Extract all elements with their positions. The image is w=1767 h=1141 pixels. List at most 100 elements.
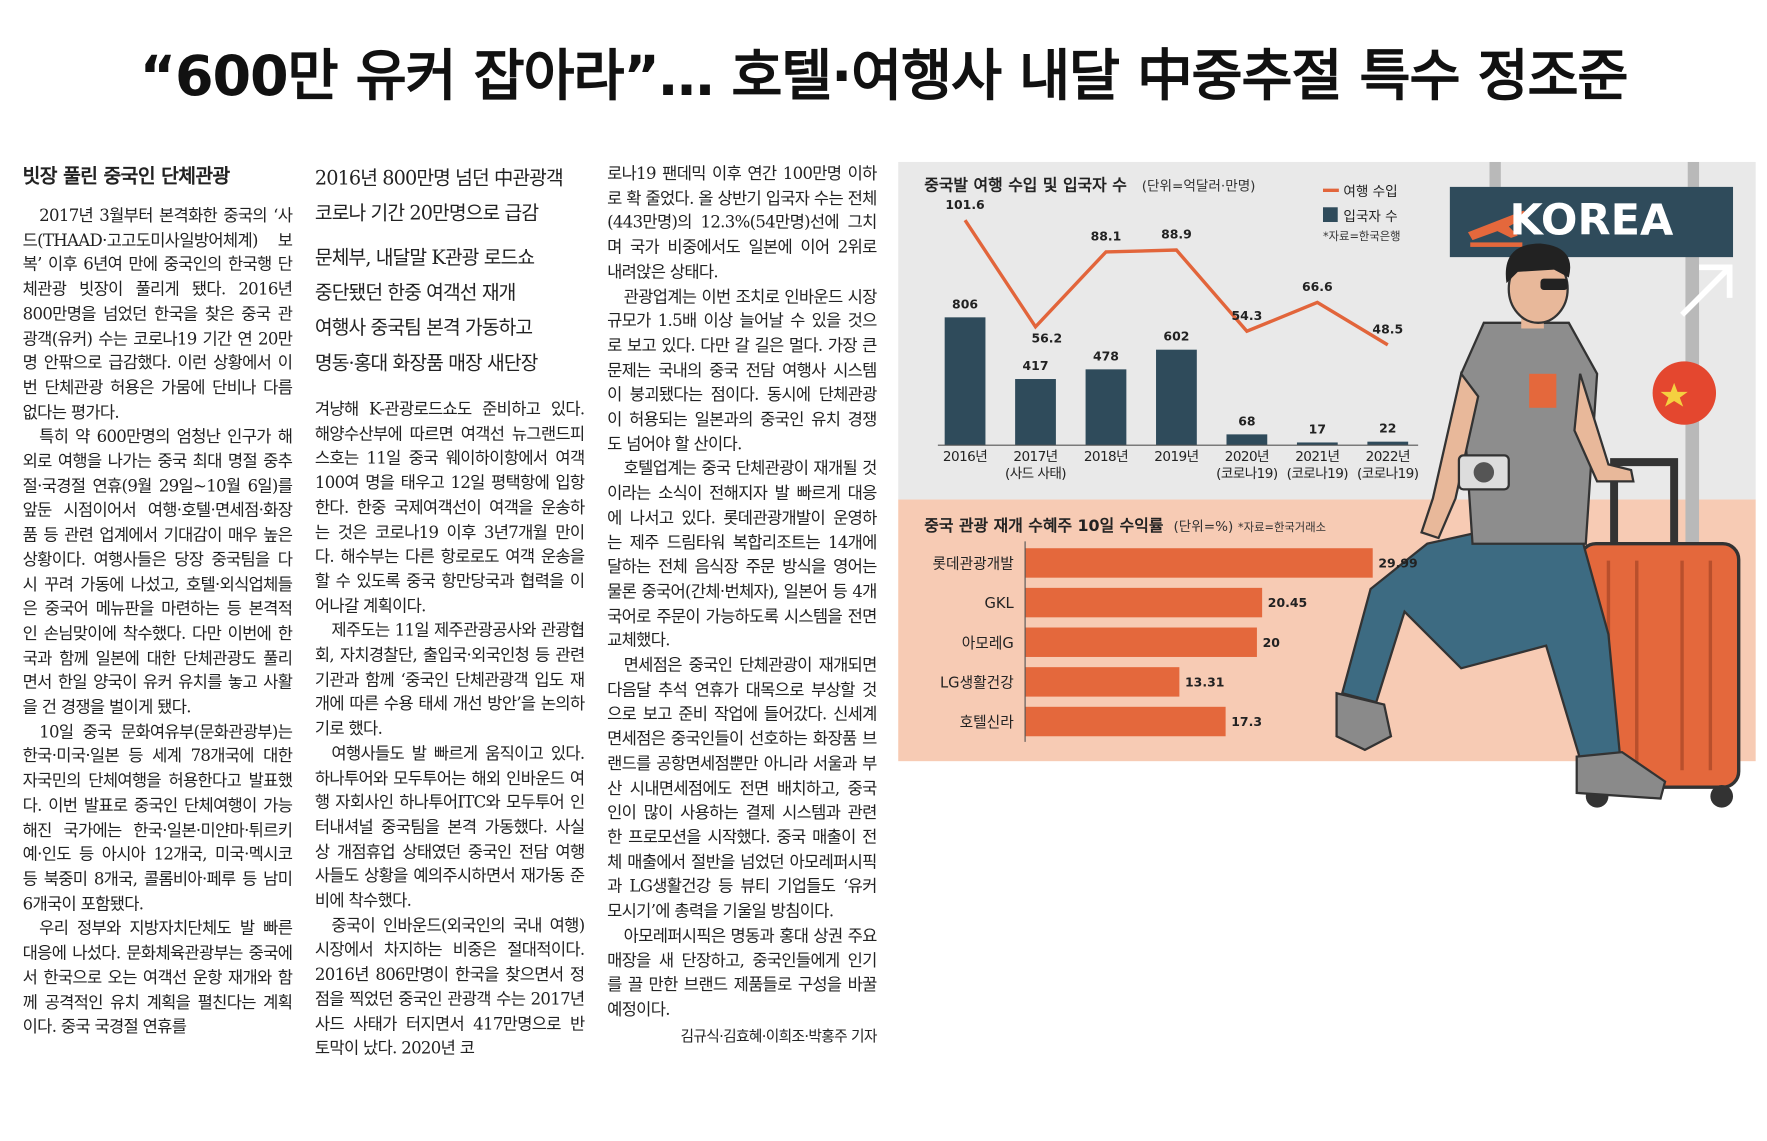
- paragraph: 우리 정부와 지방자치단체도 발 빠른 대응에 나섰다. 문화체육관광부는 중국…: [22, 919, 293, 1037]
- deck-line: 중단됐던 한중 여객선 재개: [314, 282, 516, 305]
- line: [963, 219, 1389, 347]
- paragraph: 중국이 인바운드(외국인의 국내 여행) 시장에서 차지하는 비중은 절대적이다…: [314, 916, 585, 1059]
- bar: [1367, 441, 1409, 446]
- data-label: 29.99: [1378, 555, 1417, 570]
- paragraph: 로나19 팬데믹 이후 연간 100만명 이하로 확 줄었다. 올 상반기 입국…: [607, 164, 877, 282]
- deck-line: 명동·홍대 화장품 매장 새단장: [314, 352, 538, 375]
- data-label: 17: [1309, 421, 1326, 436]
- bar: [1296, 442, 1338, 446]
- arm: [1420, 371, 1480, 540]
- bar: [1025, 627, 1257, 657]
- paragraph: 호텔업계는 중국 단체관광이 재개될 것이라는 소식이 전해지자 발 빠르게 대…: [607, 459, 877, 651]
- data-label: 54.3: [1232, 308, 1263, 323]
- bar: [1025, 706, 1226, 737]
- sign-pole: [1489, 161, 1501, 187]
- sign-pole: [1687, 161, 1700, 187]
- y-tick-label: 호텔신라: [960, 714, 1015, 731]
- data-label: 48.5: [1372, 322, 1403, 337]
- data-label: 17.3: [1231, 714, 1262, 729]
- paragraph: 겨냥해 K-관광로드쇼도 준비하고 있다. 해양수산부에 따르면 여객선 뉴그랜…: [314, 399, 585, 616]
- paragraph: 아모레퍼시픽은 명동과 홍대 상권 주요 매장을 새 단장하고, 중국인들에게 …: [607, 926, 877, 1020]
- sunglasses: [1540, 278, 1568, 290]
- data-label: 22: [1379, 421, 1396, 436]
- data-label: 101.6: [945, 197, 984, 212]
- pocket: [1529, 373, 1557, 408]
- subhead: 빗장 풀린 중국인 단체관광: [22, 165, 231, 189]
- arrow: [1680, 264, 1733, 317]
- y-tick-label: GKL: [985, 595, 1015, 612]
- chart-source: *자료=한국거래소: [1238, 520, 1326, 534]
- deck-line: 여행사 중국팀 본격 가동하고: [314, 317, 533, 340]
- data-label: 56.2: [1031, 331, 1062, 346]
- sign-text: KOREA: [1510, 196, 1675, 246]
- x-tick-label: 2020년 (코로나19): [1216, 448, 1278, 482]
- paragraph: 면세점은 중국인 단체관광이 재개되면 다음달 추석 연휴가 대목으로 부상할 …: [607, 655, 877, 921]
- data-label: 20: [1263, 635, 1281, 650]
- y-tick-label: 아모레G: [962, 635, 1014, 652]
- data-label: 806: [952, 296, 978, 311]
- x-tick-label: 2017년 (사드 사태): [1005, 448, 1067, 482]
- plane-icon: [1467, 210, 1530, 241]
- data-label: 417: [1023, 358, 1049, 373]
- bar: [1226, 434, 1268, 446]
- chart-unit: (단위=억달러·만명): [1142, 178, 1256, 194]
- x-tick-label: 2019년: [1154, 448, 1199, 465]
- paragraph: 특히 약 600만명의 엄청난 인구가 해외로 여행을 나가는 중국 최대 명절…: [22, 427, 293, 718]
- flag-star: [1660, 382, 1688, 407]
- legend-label: 입국자 수: [1343, 209, 1397, 225]
- column: 빗장 풀린 중국인 단체관광 2017년 3월부터 본격화한 중국의 ‘사드(TH…: [23, 159, 293, 1040]
- shoe: [1335, 691, 1393, 752]
- data-label: 602: [1163, 329, 1189, 344]
- deck-line: 문체부, 내달말 K관광 로드쇼: [314, 246, 535, 270]
- jeans: [1340, 531, 1621, 761]
- paragraph: 관광업계는 이번 조치로 인바운드 시장 규모가 1.5배 이상 늘어날 수 있…: [607, 287, 877, 454]
- deck-line: 코로나 기간 20만명으로 급감: [314, 202, 539, 226]
- data-label: 13.31: [1185, 674, 1224, 689]
- paragraph: 여행사들도 발 빠르게 움직이고 있다. 하나투어와 모두투어는 해외 인바운드…: [314, 744, 585, 911]
- legend-label: 여행 수입: [1343, 184, 1397, 200]
- column: 로나19 팬데믹 이후 연간 100만명 이하로 확 줄었다. 올 상반기 입국…: [607, 162, 877, 1049]
- data-label: 88.1: [1091, 229, 1122, 244]
- illustration: [1335, 161, 1741, 808]
- chart-title: 중국 관광 재개 수혜주 10일 수익률: [924, 516, 1164, 535]
- paragraph: 제주도는 11일 제주관광공사와 관광협회, 자치경찰단, 출입국·외국인청 등…: [314, 621, 585, 739]
- deck-line: 2016년 800만명 넘던 中관광객: [314, 167, 564, 191]
- bar: [1156, 349, 1197, 446]
- bar: [1025, 667, 1180, 697]
- x-tick-label: 2021년 (코로나19): [1286, 448, 1349, 482]
- bar: [1015, 379, 1056, 446]
- y-tick-label: LG생활건강: [940, 675, 1014, 692]
- data-label: 88.9: [1161, 227, 1192, 242]
- bar: [1025, 587, 1263, 618]
- bar: [1085, 369, 1127, 446]
- shoe: [1575, 750, 1667, 800]
- x-tick-label: 2016년: [942, 448, 988, 465]
- legend-swatch: [1322, 207, 1338, 223]
- chart-unit: (단위=%): [1173, 519, 1233, 535]
- x-tick-label: 2018년: [1083, 448, 1129, 465]
- bar: [1025, 548, 1373, 578]
- x-tick-label: 2022년 (코로나19): [1357, 448, 1419, 482]
- camera-lens: [1473, 462, 1495, 483]
- plane-icon: [1470, 242, 1523, 247]
- chart-title: 중국발 여행 수입 및 입국자 수: [924, 175, 1127, 194]
- data-label: 68: [1238, 413, 1255, 428]
- hair: [1505, 243, 1571, 284]
- data-label: 20.45: [1268, 595, 1307, 610]
- arm: [1573, 373, 1635, 483]
- byline: 김규식·김효혜·이희조·박홍주 기자: [680, 1028, 878, 1046]
- data-label: 66.6: [1302, 279, 1333, 294]
- headline: “600만 유커 잡아라”… 호텔·여행사 내달 中중추절 특수 정조준: [139, 44, 1629, 109]
- y-tick-label: 롯데관광개발: [933, 556, 1015, 573]
- wheel: [1710, 784, 1734, 808]
- bar: [944, 317, 986, 446]
- chart-source: *자료=한국은행: [1323, 229, 1401, 243]
- suitcase-handle: [1610, 458, 1679, 544]
- paragraph: 2017년 3월부터 본격화한 중국의 ‘사드(THAAD·고고도미사일방어체계…: [22, 206, 293, 423]
